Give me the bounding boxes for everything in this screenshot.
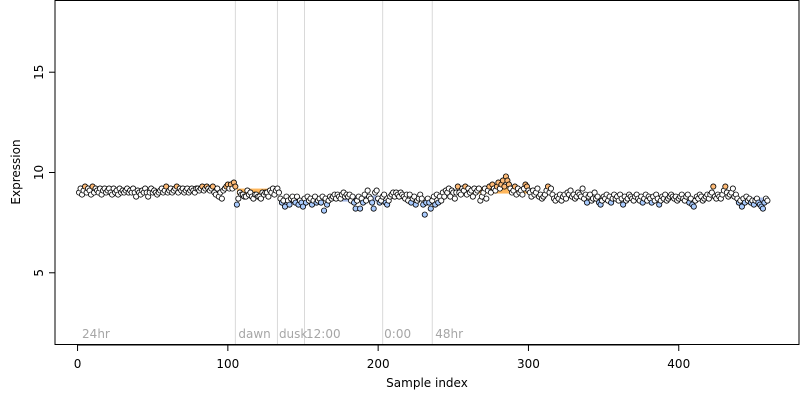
data-point bbox=[441, 193, 448, 200]
x-tick-label: 0 bbox=[74, 357, 82, 371]
data-point bbox=[710, 183, 717, 190]
segment-label: 12:00 bbox=[306, 327, 341, 341]
x-axis: 0 100 200 300 400 bbox=[74, 344, 690, 371]
data-point bbox=[364, 187, 371, 194]
data-point bbox=[321, 207, 328, 214]
segment-label: 0:00 bbox=[384, 327, 411, 341]
data-point bbox=[708, 189, 715, 196]
data-point bbox=[373, 187, 380, 194]
x-tick-label: 200 bbox=[367, 357, 390, 371]
data-point bbox=[214, 185, 221, 192]
y-tick-label: 10 bbox=[32, 165, 46, 180]
segment-label: dawn bbox=[238, 327, 270, 341]
data-point bbox=[729, 185, 736, 192]
data-point bbox=[594, 193, 601, 200]
data-point bbox=[519, 191, 526, 198]
data-point bbox=[469, 193, 476, 200]
data-point bbox=[427, 205, 434, 212]
data-point bbox=[563, 195, 570, 202]
data-point bbox=[690, 203, 697, 210]
data-point bbox=[764, 197, 771, 204]
data-point bbox=[738, 203, 745, 210]
data-point bbox=[548, 185, 555, 192]
data-point bbox=[233, 201, 240, 208]
data-point bbox=[370, 205, 377, 212]
baseline-bar bbox=[278, 198, 303, 205]
data-point bbox=[567, 187, 574, 194]
baseline-bar bbox=[236, 188, 276, 195]
data-point bbox=[232, 183, 239, 190]
data-point bbox=[235, 195, 242, 202]
data-point bbox=[318, 199, 325, 206]
plot-frame bbox=[54, 0, 800, 345]
data-point bbox=[475, 185, 482, 192]
data-point bbox=[218, 195, 225, 202]
segment-label: 48hr bbox=[435, 327, 463, 341]
data-point bbox=[759, 205, 766, 212]
x-axis-label: Sample index bbox=[386, 376, 468, 390]
data-point bbox=[265, 193, 272, 200]
data-point bbox=[579, 185, 586, 192]
x-tick-label: 300 bbox=[517, 357, 540, 371]
data-point bbox=[620, 201, 627, 208]
segment-dividers bbox=[234, 1, 433, 344]
data-point bbox=[457, 191, 464, 198]
data-point bbox=[438, 197, 445, 204]
data-point bbox=[451, 195, 458, 202]
data-point bbox=[722, 183, 729, 190]
data-point bbox=[357, 205, 364, 212]
x-tick-label: 100 bbox=[216, 357, 239, 371]
data-point bbox=[381, 191, 388, 198]
y-tick-label: 15 bbox=[32, 65, 46, 80]
y-axis: 5 10 15 bbox=[32, 65, 56, 277]
segment-label: dusk bbox=[279, 327, 307, 341]
data-point bbox=[684, 191, 691, 198]
data-points bbox=[76, 173, 771, 218]
y-axis-label: Expression bbox=[9, 139, 23, 204]
y-tick-label: 5 bbox=[32, 269, 46, 277]
segment-label: 24hr bbox=[82, 327, 110, 341]
data-point bbox=[275, 189, 282, 196]
data-point bbox=[369, 199, 376, 206]
data-point bbox=[299, 203, 306, 210]
data-point bbox=[483, 195, 490, 202]
data-point bbox=[418, 195, 425, 202]
data-point bbox=[534, 185, 541, 192]
data-point bbox=[257, 195, 264, 202]
data-point bbox=[591, 189, 598, 196]
data-point bbox=[293, 193, 300, 200]
data-point bbox=[421, 211, 428, 218]
data-point bbox=[286, 201, 293, 208]
x-tick-label: 400 bbox=[667, 357, 690, 371]
data-point bbox=[349, 193, 356, 200]
